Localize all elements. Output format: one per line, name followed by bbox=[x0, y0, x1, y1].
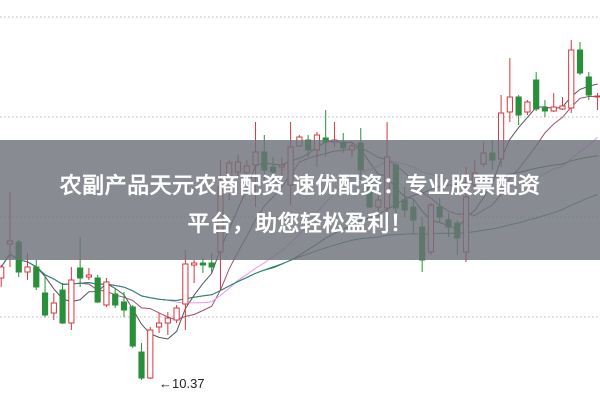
candle-body bbox=[120, 301, 128, 311]
candle-body bbox=[550, 106, 557, 112]
candle-body bbox=[112, 293, 119, 306]
banner-line-1: 农副产品天元农商配资 速优配资：专业股票配资 bbox=[59, 174, 541, 199]
arrow-left-icon: ← bbox=[159, 376, 172, 391]
candle-body bbox=[94, 277, 101, 303]
candle-body bbox=[147, 329, 154, 379]
candle-body bbox=[24, 266, 31, 273]
candle-body bbox=[585, 76, 592, 96]
low-price-label: ←10.37 bbox=[159, 376, 205, 391]
candle-body bbox=[191, 262, 198, 266]
candle-body bbox=[77, 267, 84, 279]
candle-body bbox=[85, 274, 93, 278]
candle-body bbox=[59, 289, 66, 324]
candle-body bbox=[164, 317, 171, 324]
candle-body bbox=[506, 96, 513, 113]
candle-body bbox=[576, 49, 584, 74]
candle-body bbox=[129, 306, 136, 347]
candle-body bbox=[594, 95, 600, 98]
candle-body bbox=[524, 101, 531, 113]
candle-body bbox=[50, 302, 57, 314]
candle-body bbox=[155, 322, 163, 328]
candle-body bbox=[138, 351, 145, 379]
candle-body bbox=[559, 105, 566, 110]
candle-body bbox=[33, 266, 40, 288]
banner-line-2: 平台，助您轻松盈利！ bbox=[187, 212, 413, 237]
candle-body bbox=[68, 279, 75, 324]
candle-body bbox=[199, 262, 207, 266]
candle-body bbox=[173, 307, 180, 321]
candle-body bbox=[515, 96, 522, 116]
candle-body bbox=[533, 79, 540, 110]
candle-body bbox=[182, 263, 189, 305]
candle-body bbox=[0, 266, 5, 279]
candle-body bbox=[103, 281, 110, 306]
candle-body bbox=[41, 292, 49, 316]
candle-body bbox=[541, 107, 549, 112]
candle-body bbox=[208, 262, 215, 268]
overlay-banner: 农副产品天元农商配资 速优配资：专业股票配资 平台，助您轻松盈利！ bbox=[0, 140, 600, 260]
candle-body bbox=[568, 49, 575, 109]
